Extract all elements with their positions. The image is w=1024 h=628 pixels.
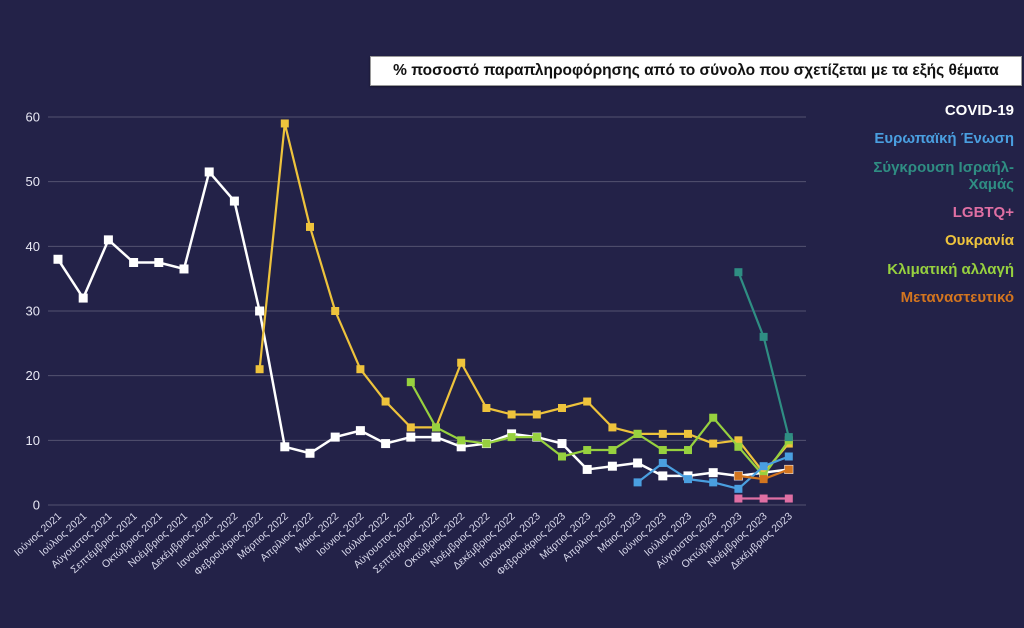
data-point-marker-Μεταναστευτικό xyxy=(734,471,743,480)
data-point-marker-Ουκρανία xyxy=(583,397,592,406)
legend-item-1: COVID-19 xyxy=(944,102,1014,119)
data-point-marker-Ευρωπαϊκή Ένωση xyxy=(784,452,793,461)
data-point-marker-Σύγκρουση Ισραήλ-Χαμάς xyxy=(759,332,768,341)
data-point-marker-Μεταναστευτικό xyxy=(759,475,768,484)
data-point-marker-Ευρωπαϊκή Ένωση xyxy=(658,458,667,467)
chart-title: % ποσοστό παραπληροφόρησης από το σύνολο… xyxy=(370,56,1022,86)
legend-item-5: Ουκρανία xyxy=(945,232,1014,250)
data-point-marker-COVID-19 xyxy=(179,264,189,274)
series-line-COVID-19 xyxy=(56,170,789,478)
data-point-marker-COVID-19 xyxy=(708,468,718,478)
data-point-marker-Κλιματική αλλαγή xyxy=(457,436,466,445)
data-point-marker-Σύγκρουση Ισραήλ-Χαμάς xyxy=(784,433,793,442)
data-point-marker-Κλιματική αλλαγή xyxy=(432,423,440,432)
data-point-marker-Ουκρανία xyxy=(684,429,692,438)
data-point-marker-Κλιματική αλλαγή xyxy=(558,452,566,461)
data-point-marker-Κλιματική αλλαγή xyxy=(633,429,642,438)
y-tick-label-50: 50 xyxy=(26,174,40,189)
data-point-marker-COVID-19 xyxy=(456,442,466,452)
data-point-marker-Κλιματική αλλαγή xyxy=(684,446,692,455)
y-tick-label-40: 40 xyxy=(26,239,40,254)
y-tick-label-30: 30 xyxy=(26,304,40,319)
data-point-marker-COVID-19 xyxy=(78,293,88,303)
data-point-marker-COVID-19 xyxy=(53,254,63,264)
data-point-marker-Κλιματική αλλαγή xyxy=(658,446,667,455)
data-point-marker-Ευρωπαϊκή Ένωση xyxy=(734,484,743,493)
data-point-marker-Ουκρανία xyxy=(255,365,264,374)
y-tick-label-0: 0 xyxy=(33,498,40,513)
legend-item-7: Μεταναστευτικό xyxy=(900,288,1014,306)
legend-item-3: Σύγκρουση Ισραήλ-Χαμάς xyxy=(873,158,1014,193)
data-point-marker-Ουκρανία xyxy=(482,404,491,412)
data-point-marker-Ουκρανία xyxy=(356,365,365,374)
y-tick-label-10: 10 xyxy=(26,433,40,448)
data-point-marker-COVID-19 xyxy=(255,306,265,316)
data-point-marker-COVID-19 xyxy=(406,432,416,442)
data-point-marker-Κλιματική αλλαγή xyxy=(482,439,491,448)
data-point-marker-COVID-19 xyxy=(633,458,643,468)
data-point-marker-COVID-19 xyxy=(103,235,113,245)
data-point-marker-Ουκρανία xyxy=(331,307,340,315)
data-point-marker-Ουκρανία xyxy=(457,358,466,367)
series-line-Ουκρανία xyxy=(258,122,790,474)
data-point-marker-Ευρωπαϊκή Ένωση xyxy=(759,462,768,471)
data-point-marker-Ουκρανία xyxy=(608,423,617,432)
data-point-marker-Κλιματική αλλαγή xyxy=(709,413,718,422)
data-point-marker-COVID-19 xyxy=(154,258,164,267)
data-point-marker-LGBTQ+ xyxy=(759,494,768,503)
data-point-marker-COVID-19 xyxy=(607,461,617,471)
data-point-marker-Κλιματική αλλαγή xyxy=(507,433,516,442)
data-point-marker-Ευρωπαϊκή Ένωση xyxy=(684,475,692,484)
data-point-marker-Ευρωπαϊκή Ένωση xyxy=(633,478,642,487)
data-point-marker-LGBTQ+ xyxy=(784,494,793,503)
data-point-marker-COVID-19 xyxy=(355,426,365,436)
data-point-marker-Ουκρανία xyxy=(658,429,667,438)
data-point-marker-LGBTQ+ xyxy=(734,494,743,503)
data-point-marker-Ουκρανία xyxy=(734,436,743,445)
data-point-marker-Ουκρανία xyxy=(280,119,289,128)
data-point-marker-Κλιματική αλλαγή xyxy=(532,433,541,442)
data-point-marker-Κλιματική αλλαγή xyxy=(734,442,743,451)
data-point-marker-Ουκρανία xyxy=(306,222,314,231)
data-point-marker-COVID-19 xyxy=(305,448,315,458)
legend-item-4: LGBTQ+ xyxy=(952,204,1014,221)
y-tick-label-20: 20 xyxy=(26,368,40,383)
data-point-marker-COVID-19 xyxy=(431,432,441,442)
chart-legend: COVID-19 Ευρωπαϊκή Ένωση Σύγκρουση Ισραήλ-… xyxy=(842,102,1014,306)
data-point-marker-COVID-19 xyxy=(229,196,239,206)
legend-item-6: Κλιματική αλλαγή xyxy=(887,260,1014,278)
data-point-marker-Σύγκρουση Ισραήλ-Χαμάς xyxy=(734,268,743,277)
data-point-marker-Κλιματική αλλαγή xyxy=(608,446,617,455)
data-point-marker-Κλιματική αλλαγή xyxy=(583,446,592,455)
legend-item-2: Ευρωπαϊκή Ένωση xyxy=(874,130,1014,148)
data-point-marker-COVID-19 xyxy=(557,439,567,449)
data-point-marker-Ουκρανία xyxy=(507,410,516,419)
data-point-marker-Ουκρανία xyxy=(406,423,415,432)
data-point-marker-COVID-19 xyxy=(204,167,214,177)
series-line-Σύγκρουση Ισραήλ-Χαμάς xyxy=(737,271,790,438)
data-point-marker-Ουκρανία xyxy=(709,439,718,448)
data-point-marker-Ουκρανία xyxy=(532,410,541,419)
data-point-marker-COVID-19 xyxy=(129,258,139,267)
data-point-marker-COVID-19 xyxy=(330,432,340,442)
data-point-marker-COVID-19 xyxy=(280,442,290,452)
data-point-marker-Ουκρανία xyxy=(381,397,390,406)
series-line-Κλιματική αλλαγή xyxy=(409,381,790,477)
data-point-marker-COVID-19 xyxy=(381,439,391,449)
y-tick-label-60: 60 xyxy=(26,110,40,125)
data-point-marker-Μεταναστευτικό xyxy=(784,465,793,474)
data-point-marker-Ευρωπαϊκή Ένωση xyxy=(709,478,718,487)
data-point-marker-Κλιματική αλλαγή xyxy=(406,378,415,387)
data-point-marker-COVID-19 xyxy=(582,464,592,474)
data-point-marker-Ουκρανία xyxy=(558,404,566,412)
data-point-marker-COVID-19 xyxy=(658,471,668,481)
